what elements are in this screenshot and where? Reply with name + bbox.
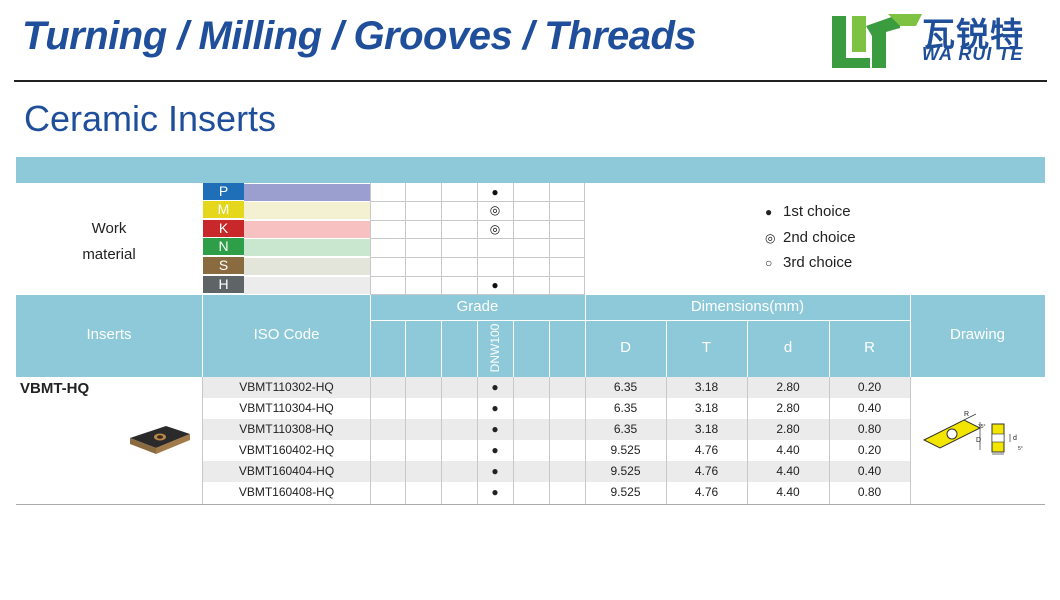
cell-d: 4.40: [776, 443, 800, 457]
drawing-label-d-small: d: [1013, 435, 1017, 442]
dimension-header-D: D: [620, 339, 631, 356]
cell-r: 0.20: [857, 443, 882, 457]
brand-name-chinese: 瓦锐特: [922, 15, 1024, 54]
cell-t: 4.76: [694, 485, 719, 499]
drawing-label-clearance: 5°: [1018, 446, 1023, 452]
material-letter-n: N: [203, 238, 244, 255]
dimension-header-d: d: [783, 339, 793, 356]
cell-r: 0.80: [857, 422, 882, 436]
legend-symbol: ○: [765, 256, 773, 270]
insert-name: VBMT-HQ: [20, 380, 90, 397]
drawing-label-angle: 35°: [978, 424, 986, 430]
cell-d: 4.40: [776, 485, 800, 499]
work-material-label-line2: material: [82, 246, 136, 263]
material-letter-p: P: [203, 183, 244, 200]
cell-t: 3.18: [694, 422, 719, 436]
cell-d: 6.35: [613, 401, 638, 415]
insert-technical-drawing: R 35° D d 5°: [922, 411, 1023, 455]
cell-t: 4.76: [694, 464, 719, 478]
column-header-grade: Grade: [456, 298, 499, 315]
grade-name-dnw100: DNW100: [488, 323, 502, 373]
legend-symbol: ●: [765, 205, 773, 219]
cell-iso: VBMT160402-HQ: [238, 443, 335, 457]
column-header-drawing: Drawing: [949, 326, 1006, 343]
table-header-band: [16, 295, 1045, 377]
cell-d: 9.525: [610, 485, 641, 499]
cell-r: 0.40: [857, 401, 882, 415]
cell-r: 0.20: [857, 380, 882, 394]
brand-name-english: WA RUI TE: [922, 44, 1024, 64]
legend-item: ◎ 2nd choice: [765, 229, 856, 246]
cell-d: 4.40: [776, 464, 800, 478]
drawing-label-d-big: D: [976, 437, 981, 444]
cell-iso: VBMT110302-HQ: [239, 380, 334, 394]
material-band-h: [244, 277, 370, 294]
table-row: [203, 377, 910, 398]
cell-iso: VBMT160408-HQ: [238, 485, 335, 499]
cell-d: 6.35: [613, 422, 638, 436]
page-title: Ceramic Inserts: [24, 98, 277, 139]
legend-label: 2nd choice: [783, 229, 856, 246]
legend-label: 3rd choice: [783, 254, 853, 271]
column-header-iso-code: ISO Code: [253, 326, 320, 343]
drawing-label-r: R: [964, 411, 969, 418]
legend-item: ● 1st choice: [765, 203, 851, 220]
material-letter-k: K: [203, 220, 244, 237]
cell-d: 9.525: [610, 464, 641, 478]
header-divider: [14, 80, 1047, 82]
brand-logo: [832, 14, 922, 68]
cell-d: 2.80: [776, 380, 800, 394]
material-band-p: [244, 184, 370, 201]
material-band-k: [244, 221, 370, 238]
cell-r: 0.40: [857, 464, 882, 478]
cell-d: 2.80: [776, 401, 800, 415]
dimension-header-R: R: [864, 339, 875, 356]
legend-item: ○ 3rd choice: [765, 254, 852, 271]
material-band-s: [244, 258, 370, 275]
material-band-m: [244, 202, 370, 219]
material-grade-mark: ◎: [489, 203, 501, 217]
cell-d: 6.35: [613, 380, 638, 394]
table-top-band: [16, 157, 1045, 183]
cell-iso: VBMT110304-HQ: [239, 401, 334, 415]
table-bottom-border: [16, 504, 1045, 505]
header-title: Turning / Milling / Grooves / Threads: [22, 14, 697, 58]
cell-grade: ●: [491, 401, 499, 415]
legend-symbol: ◎: [765, 231, 776, 245]
material-grade-mark: ●: [491, 278, 499, 292]
cell-iso: VBMT110308-HQ: [239, 422, 334, 436]
material-grade-mark: ◎: [489, 222, 501, 236]
material-letter-s: S: [203, 257, 244, 274]
table-row: [203, 482, 910, 503]
cell-d: 2.80: [776, 422, 800, 436]
work-material-label: Work material: [16, 216, 202, 268]
cell-r: 0.80: [857, 485, 882, 499]
insert-photo-icon: [130, 426, 190, 454]
cell-t: 4.76: [694, 443, 719, 457]
material-letter-h: H: [203, 276, 244, 293]
table-row: [203, 440, 910, 461]
cell-grade: ●: [491, 380, 499, 394]
table-row: [203, 419, 910, 440]
material-grade-mark: ●: [491, 185, 499, 199]
material-letter-m: M: [203, 201, 244, 218]
cell-iso: VBMT160404-HQ: [238, 464, 335, 478]
legend-label: 1st choice: [783, 203, 851, 220]
cell-d: 9.525: [610, 443, 641, 457]
cell-t: 3.18: [694, 401, 719, 415]
cell-t: 3.18: [694, 380, 719, 394]
dimension-header-T: T: [701, 339, 712, 356]
cell-grade: ●: [491, 485, 499, 499]
table-row: [203, 461, 910, 482]
cell-grade: ●: [491, 422, 499, 436]
work-material-label-line1: Work: [91, 220, 127, 237]
cell-grade: ●: [491, 443, 499, 457]
column-header-inserts: Inserts: [86, 326, 132, 343]
material-band-n: [244, 239, 370, 256]
column-header-dimensions: Dimensions(mm): [690, 298, 805, 315]
cell-grade: ●: [491, 464, 499, 478]
table-row: [203, 398, 910, 419]
